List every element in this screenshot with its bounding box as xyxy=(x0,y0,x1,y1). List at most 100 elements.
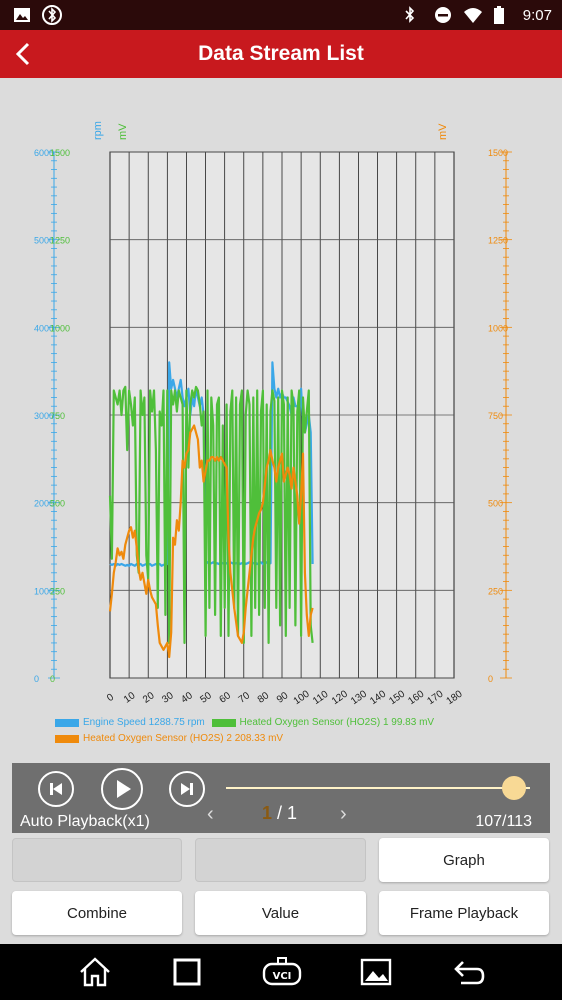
blank-button-2[interactable] xyxy=(195,838,366,882)
x-tick-label: 80 xyxy=(256,690,272,706)
x-tick-label: 160 xyxy=(406,688,426,707)
blank-button-1[interactable] xyxy=(12,838,182,882)
rpm-tick-label: 0 xyxy=(34,674,39,684)
frame-counter: 107/113 xyxy=(475,813,532,830)
x-tick-label: 130 xyxy=(349,688,369,707)
x-tick-label: 40 xyxy=(179,690,195,706)
legend-label: Heated Oxygen Sensor (HO2S) 2 208.33 mV xyxy=(83,733,284,744)
x-tick-label: 60 xyxy=(218,690,234,706)
value-button[interactable]: Value xyxy=(195,891,366,935)
vci-icon: VCI xyxy=(262,957,302,986)
combine-button[interactable]: Combine xyxy=(12,891,182,935)
mv-right-tick-label: 500 xyxy=(488,499,503,509)
playback-slider[interactable] xyxy=(226,787,530,789)
mv-left-tick-label: 1500 xyxy=(50,148,70,158)
mv-left-tick-label: 750 xyxy=(50,411,65,421)
back-nav-button[interactable] xyxy=(451,954,487,990)
x-tick-label: 170 xyxy=(425,688,445,707)
home-button[interactable] xyxy=(77,954,113,990)
x-tick-label: 120 xyxy=(330,688,350,707)
battery-icon xyxy=(493,5,513,25)
chart-area: 0 10 20 30 40 50 60 70 80 90 100 110 120 130 140 150 160… xyxy=(0,78,562,758)
navigation-bar: VCI xyxy=(0,944,562,1000)
legend-label: Heated Oxygen Sensor (HO2S) 1 99.83 mV xyxy=(239,717,435,728)
legend-item-ho2s2: Heated Oxygen Sensor (HO2S) 2 208.33 mV xyxy=(55,732,283,746)
skip-previous-icon xyxy=(50,783,62,795)
legend-swatch xyxy=(55,735,79,743)
rpm-tick-label: 3000 xyxy=(34,411,54,421)
page-current: 1 xyxy=(262,803,273,823)
home-icon xyxy=(80,957,110,987)
rpm-tick-label: 5000 xyxy=(34,236,54,246)
playback-mode-label: Auto Playback(x1) xyxy=(20,813,150,830)
mv-right-tick-label: 250 xyxy=(488,586,503,596)
x-tick-label: 110 xyxy=(311,689,331,707)
bluetooth-icon xyxy=(403,5,423,25)
x-tick-label: 100 xyxy=(292,688,312,707)
page-prev-button[interactable]: ‹ xyxy=(207,803,214,825)
chart-legend: Engine Speed 1288.75 rpm Heated Oxygen S… xyxy=(55,716,438,748)
legend-swatch xyxy=(55,719,79,727)
vci-button[interactable]: VCI xyxy=(260,954,304,990)
mv-left-tick-label: 500 xyxy=(50,499,65,509)
svg-text:VCI: VCI xyxy=(273,971,292,982)
x-tick-label: 180 xyxy=(445,688,465,707)
series-line-0 xyxy=(109,361,314,567)
gallery-icon xyxy=(360,958,392,986)
mv-left-axis-unit: mV xyxy=(117,123,129,140)
back-arrow-icon xyxy=(15,42,30,66)
x-tick-label: 50 xyxy=(198,690,214,706)
x-tick-label: 150 xyxy=(387,688,407,707)
playback-slider-thumb[interactable] xyxy=(501,776,526,800)
bluetooth-badge-icon xyxy=(42,5,62,25)
mv-right-axis-unit: mV xyxy=(437,123,449,140)
mv-right-tick-label: 750 xyxy=(488,411,503,421)
recent-apps-button[interactable] xyxy=(169,954,205,990)
graph-button[interactable]: Graph xyxy=(379,838,549,882)
data-stream-chart: 0 10 20 30 40 50 60 70 80 90 100 110 120 130 140 150 160… xyxy=(34,121,512,707)
rpm-tick-label: 6000 xyxy=(34,148,54,158)
series-line-2 xyxy=(108,424,314,659)
playback-panel: ‹ 1 / 1 › Auto Playback(x1) 107/113 xyxy=(12,763,550,833)
x-tick-label: 20 xyxy=(141,690,157,706)
app-bar: Data Stream List xyxy=(0,30,562,78)
page-indicator: ‹ 1 / 1 › xyxy=(207,803,357,827)
image-icon xyxy=(12,5,32,25)
mv-left-tick-label: 0 xyxy=(50,674,55,684)
page-next-button[interactable]: › xyxy=(340,803,347,825)
x-tick-label: 0 xyxy=(105,692,116,704)
page-number: 1 / 1 xyxy=(262,803,297,824)
back-button[interactable] xyxy=(10,38,40,70)
play-icon xyxy=(117,780,131,798)
play-button[interactable] xyxy=(101,768,143,810)
legend-item-ho2s1: Heated Oxygen Sensor (HO2S) 1 99.83 mV xyxy=(211,716,435,730)
x-tick-label: 70 xyxy=(237,690,253,706)
status-bar: 9:07 xyxy=(0,0,562,30)
legend-label: Engine Speed 1288.75 rpm xyxy=(83,717,205,728)
mv-right-tick-label: 1500 xyxy=(488,148,508,158)
mv-right-tick-label: 1000 xyxy=(488,323,508,333)
skip-next-icon xyxy=(181,783,193,795)
gallery-button[interactable] xyxy=(358,954,394,990)
wifi-icon xyxy=(463,5,483,25)
x-tick-label: 90 xyxy=(275,690,291,706)
back-icon xyxy=(454,961,485,985)
mv-left-tick-label: 1250 xyxy=(50,236,70,246)
legend-swatch xyxy=(211,719,236,727)
skip-next-button[interactable] xyxy=(169,771,205,807)
mv-right-tick-label: 1250 xyxy=(488,236,508,246)
page-title: Data Stream List xyxy=(198,42,364,65)
status-time: 9:07 xyxy=(522,6,552,24)
mv-left-tick-label: 250 xyxy=(50,586,65,596)
x-tick-label: 10 xyxy=(122,690,138,706)
x-tick-label: 30 xyxy=(160,690,176,706)
mv-left-tick-label: 1000 xyxy=(50,323,70,333)
do-not-disturb-icon xyxy=(433,5,453,25)
page-total: / 1 xyxy=(277,803,298,823)
rpm-tick-label: 2000 xyxy=(34,499,54,509)
mv-right-tick-label: 0 xyxy=(488,674,493,684)
recent-apps-icon xyxy=(173,958,201,986)
frame-playback-button[interactable]: Frame Playback xyxy=(379,891,549,935)
skip-previous-button[interactable] xyxy=(38,771,74,807)
rpm-tick-label: 4000 xyxy=(34,323,54,333)
